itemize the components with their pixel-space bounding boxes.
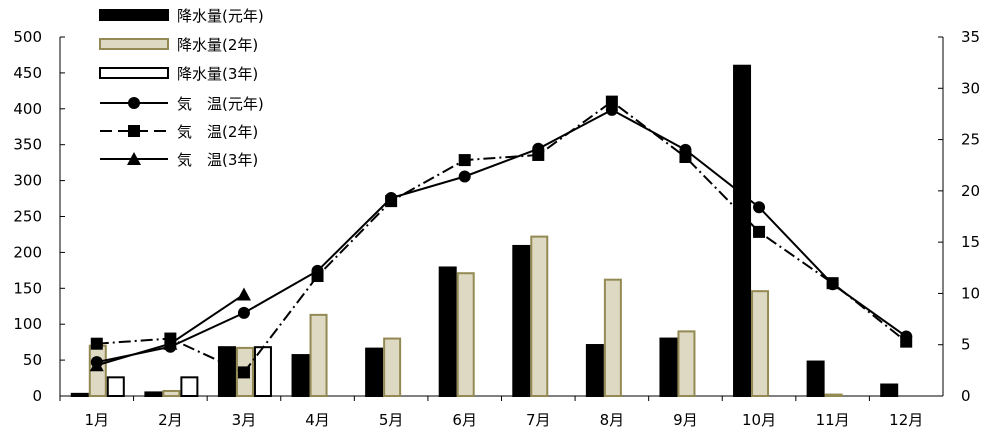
legend-label: 降水量(2年) bbox=[177, 36, 258, 54]
temp-marker-2 bbox=[826, 277, 839, 290]
precip-bar-2-month-11 bbox=[824, 393, 843, 397]
right-tick-label: 30 bbox=[961, 79, 980, 97]
precip-bar-1-month-9 bbox=[659, 337, 678, 397]
category-label: 6月 bbox=[452, 411, 477, 429]
temp-marker-2 bbox=[385, 195, 398, 208]
temp-marker-2 bbox=[90, 337, 103, 350]
precip-bar-2-month-9 bbox=[677, 330, 696, 398]
left-tick-label: 400 bbox=[13, 100, 42, 118]
temp-marker-2 bbox=[679, 151, 692, 164]
precip-bar-1-month-3 bbox=[217, 346, 236, 397]
precip-bar-1-month-1 bbox=[70, 392, 89, 398]
category-label: 10月 bbox=[742, 411, 776, 429]
left-tick-label: 100 bbox=[13, 315, 42, 333]
legend-label: 気 温(2年) bbox=[177, 123, 258, 141]
precip-bar-1-month-4 bbox=[291, 354, 310, 398]
legend-swatch-precip-1 bbox=[99, 9, 169, 21]
right-tick-label: 20 bbox=[961, 182, 980, 200]
legend: 降水量(元年) 降水量(2年) 降水量(3年) 気 温(元年) 気 温(2年) 気 温(3… bbox=[99, 7, 264, 169]
precip-bar-1-month-11 bbox=[806, 360, 825, 398]
left-tick-label: 350 bbox=[13, 136, 42, 154]
category-label: 2月 bbox=[158, 411, 183, 429]
temp-marker-2 bbox=[900, 335, 913, 348]
category-label: 12月 bbox=[889, 411, 923, 429]
temp-marker-2 bbox=[458, 154, 471, 167]
left-tick-label: 150 bbox=[13, 279, 42, 297]
bars bbox=[70, 64, 899, 398]
temperature-lines bbox=[89, 95, 913, 379]
legend-marker-temp-2 bbox=[128, 125, 140, 137]
temp-marker-2 bbox=[532, 148, 545, 161]
category-label: 11月 bbox=[816, 411, 850, 429]
precip-bar-1-month-12 bbox=[880, 383, 899, 397]
precip-bar-1-month-8 bbox=[585, 344, 604, 398]
legend-marker-temp-1 bbox=[128, 97, 140, 109]
temp-line-1 bbox=[96, 108, 907, 364]
category-label: 1月 bbox=[85, 411, 110, 429]
temp-marker-2 bbox=[753, 225, 766, 238]
temp-marker-2 bbox=[311, 269, 324, 282]
category-label: 5月 bbox=[379, 411, 404, 429]
temp-line-2 bbox=[96, 100, 907, 374]
right-tick-label: 0 bbox=[961, 387, 971, 405]
temp-marker-2 bbox=[237, 366, 250, 379]
left-tick-label: 500 bbox=[13, 28, 42, 46]
temp-marker-2 bbox=[605, 95, 618, 108]
precip-bar-3-month-2 bbox=[180, 376, 199, 397]
legend-label: 気 温(3年) bbox=[177, 151, 258, 169]
right-tick-label: 25 bbox=[961, 131, 980, 149]
left-tick-label: 300 bbox=[13, 172, 42, 190]
legend-marker-temp-3 bbox=[127, 152, 141, 165]
temp-marker-1 bbox=[458, 170, 471, 183]
right-tick-label: 35 bbox=[961, 28, 980, 46]
precip-bar-1-month-5 bbox=[365, 347, 384, 397]
category-label: 4月 bbox=[305, 411, 330, 429]
temp-marker-3 bbox=[89, 358, 104, 372]
legend-swatch-precip-2 bbox=[99, 38, 169, 50]
right-tick-label: 5 bbox=[961, 336, 971, 354]
legend-label: 降水量(3年) bbox=[177, 65, 258, 83]
precip-bar-2-month-8 bbox=[603, 278, 622, 397]
category-label: 8月 bbox=[600, 411, 625, 429]
temp-marker-3 bbox=[236, 287, 251, 301]
precip-bar-2-month-4 bbox=[309, 313, 328, 397]
precip-bar-3-month-1 bbox=[106, 376, 125, 397]
precip-bar-2-month-6 bbox=[456, 272, 475, 397]
precip-bar-1-month-2 bbox=[144, 391, 163, 398]
axes: 0 50 100 150 200 250 300 350 400 450 500 0 5 10 15 20 25… bbox=[13, 28, 980, 429]
left-tick-label: 250 bbox=[13, 208, 42, 226]
category-label: 9月 bbox=[673, 411, 698, 429]
temp-marker-1 bbox=[753, 201, 766, 214]
left-tick-label: 450 bbox=[13, 64, 42, 82]
precip-bar-2-month-5 bbox=[383, 337, 402, 397]
temp-marker-3 bbox=[163, 336, 178, 350]
left-tick-label: 200 bbox=[13, 243, 42, 261]
right-tick-label: 10 bbox=[961, 284, 980, 302]
precip-bar-2-month-7 bbox=[530, 235, 549, 397]
category-label: 7月 bbox=[526, 411, 551, 429]
legend-label: 降水量(元年) bbox=[177, 7, 264, 25]
precip-bar-1-month-6 bbox=[438, 266, 457, 397]
precip-bar-1-month-7 bbox=[512, 244, 531, 397]
left-tick-label: 0 bbox=[32, 387, 42, 405]
right-tick-label: 15 bbox=[961, 233, 980, 251]
precip-bar-2-month-2 bbox=[162, 389, 181, 397]
temp-marker-1 bbox=[237, 306, 250, 319]
legend-swatch-precip-3 bbox=[99, 67, 169, 79]
category-label: 3月 bbox=[232, 411, 257, 429]
legend-label: 気 温(元年) bbox=[177, 95, 264, 113]
precip-bar-1-month-10 bbox=[733, 64, 752, 397]
precip-bar-2-month-10 bbox=[751, 290, 770, 397]
left-tick-label: 50 bbox=[23, 351, 42, 369]
